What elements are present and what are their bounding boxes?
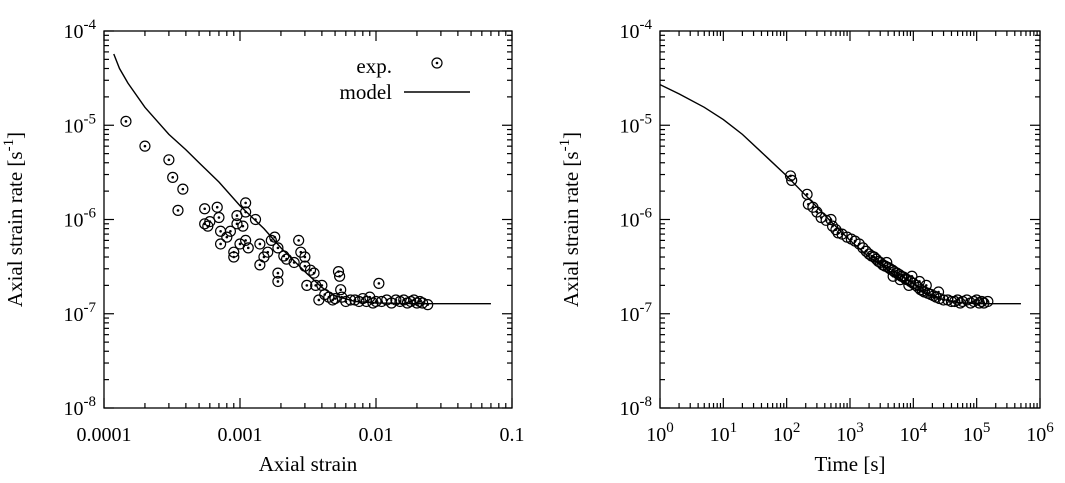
- exp-data-point: [920, 279, 932, 291]
- exp-data-point: [881, 256, 893, 269]
- exp-data-point: [293, 234, 305, 247]
- exp-data-point: [228, 251, 240, 263]
- exp-data-point: [167, 171, 179, 183]
- y-tick-label: 10-6: [64, 206, 97, 232]
- exp-data-point: [214, 225, 227, 237]
- exp-data-point: [177, 183, 189, 195]
- exp-data-point: [224, 225, 237, 237]
- y-tick-label: 10-6: [620, 206, 653, 232]
- plot-area: [113, 53, 491, 311]
- strain-rate-vs-strain-chart: 0.0001 0.001 0.01 0.1 10-8 10-7 10-6 10-5 10-4 Ax…: [1, 17, 525, 476]
- exp-data-point: [254, 238, 266, 250]
- exp-data-point: [272, 275, 284, 288]
- exp-data-point: [313, 294, 325, 306]
- y-tick-label: 10-7: [620, 300, 653, 326]
- x-tick-label: 100: [646, 420, 674, 446]
- x-tick-label: 104: [900, 420, 928, 446]
- exp-data-point: [240, 197, 252, 209]
- legend-marker-sample: [431, 57, 443, 69]
- exp-data-point: [373, 277, 385, 289]
- exp-data-point: [139, 140, 151, 152]
- x-axis-title: Time [s]: [815, 452, 886, 476]
- exp-data-point: [163, 154, 175, 166]
- exp-data-point: [329, 292, 341, 305]
- x-tick-label: 102: [773, 420, 801, 446]
- x-tick-label: 101: [710, 420, 738, 446]
- legend-label-exp: exp.: [356, 54, 392, 78]
- exp-data-point: [932, 286, 945, 298]
- exp-data-point: [240, 234, 252, 247]
- exp-data-point: [172, 204, 184, 216]
- exp-data-point: [120, 115, 132, 127]
- exp-data-point: [982, 295, 994, 308]
- y-axis-title: Axial strain rate [s-1]: [1, 132, 27, 307]
- exp-data-point: [301, 279, 313, 291]
- exp-data-point: [334, 270, 346, 282]
- exp-data-point: [237, 220, 249, 232]
- exp-data-point: [887, 270, 899, 282]
- exp-data-point: [272, 267, 284, 279]
- legend-label-model: model: [340, 80, 393, 104]
- strain-rate-vs-time-chart: 100 101 102 103 104 105 106 10-8 10-7 10-6 10-5 10-…: [557, 17, 1054, 476]
- exp-data-point: [214, 238, 227, 250]
- plot-area: [660, 83, 1021, 309]
- exp-data-point: [262, 246, 274, 258]
- exp-data-point: [199, 203, 211, 215]
- x-tick-label: 0.01: [359, 424, 394, 446]
- x-tick-label: 0.1: [500, 424, 525, 446]
- y-tick-label: 10-5: [620, 111, 653, 137]
- model-curve: [113, 53, 491, 305]
- exp-data-point: [211, 201, 223, 213]
- x-tick-label: 0.001: [218, 424, 263, 446]
- y-axis-title: Axial strain rate [s-1]: [557, 132, 583, 307]
- exp-data-point: [213, 211, 225, 224]
- y-tick-label: 10-4: [620, 17, 653, 43]
- y-tick-label: 10-4: [64, 17, 97, 43]
- y-tick-label: 10-7: [64, 300, 97, 326]
- x-axis-title: Axial strain: [259, 452, 358, 476]
- exp-data-point: [221, 231, 233, 243]
- x-tick-label: 103: [836, 420, 864, 446]
- x-tick-label: 105: [963, 420, 991, 446]
- exp-data-point: [299, 251, 311, 263]
- model-curve: [660, 83, 1021, 305]
- exp-data-point: [204, 215, 216, 228]
- legend: exp.model: [340, 54, 470, 104]
- y-tick-label: 10-5: [64, 111, 97, 137]
- x-tick-label: 0.0001: [77, 424, 132, 446]
- plot-frame: [103, 30, 513, 409]
- y-tick-label: 10-8: [620, 394, 653, 420]
- exp-data-point: [242, 242, 254, 254]
- y-tick-label: 10-8: [64, 394, 97, 420]
- exp-data-point: [335, 284, 347, 296]
- x-tick-label: 106: [1026, 420, 1054, 446]
- exp-data-point: [913, 275, 926, 288]
- exp-data-point: [272, 242, 284, 254]
- plot-frame: [659, 30, 1041, 409]
- exp-data-point: [308, 267, 320, 279]
- exp-data-point: [269, 231, 281, 243]
